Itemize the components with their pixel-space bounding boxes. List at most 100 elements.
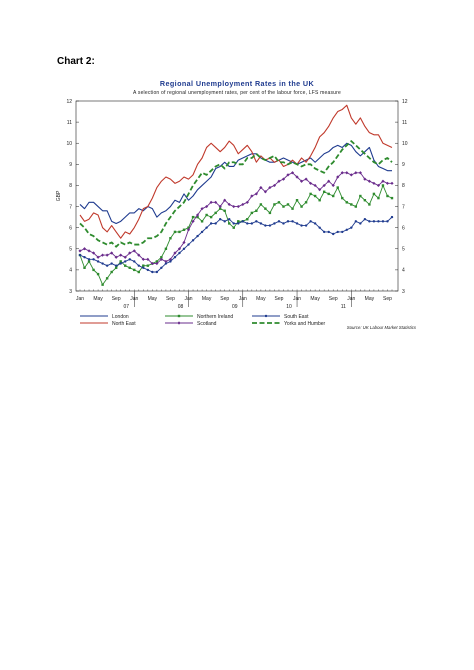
series-point — [137, 253, 141, 257]
series-point — [228, 218, 231, 221]
series-point — [327, 179, 331, 183]
series-point — [124, 264, 127, 267]
series-point — [290, 171, 295, 175]
series-point — [164, 259, 168, 264]
y-tick-label-left: 9 — [69, 162, 72, 168]
series-point — [146, 264, 150, 267]
series-point — [322, 183, 326, 188]
series-point — [345, 201, 348, 204]
series-point — [250, 194, 254, 198]
legend-label: London — [112, 314, 129, 320]
x-tick-label: Sep — [383, 296, 392, 302]
y-tick-label-left: 10 — [66, 141, 72, 147]
series-point — [228, 222, 231, 225]
series-point — [218, 207, 222, 210]
series-point — [264, 224, 267, 227]
year-label: 11 — [341, 304, 346, 310]
series-point — [195, 213, 200, 217]
series-point — [205, 204, 209, 209]
legend: London Northern Ireland South East North Ea… — [80, 314, 326, 327]
series-point — [155, 260, 159, 263]
series-point — [177, 314, 181, 318]
series-point — [169, 237, 172, 240]
series-point — [372, 220, 376, 223]
series-point — [367, 179, 371, 183]
y-tick-label-left: 11 — [67, 120, 72, 126]
series-point — [101, 253, 105, 257]
series-point — [332, 232, 335, 236]
series-point — [223, 198, 227, 202]
x-tick-label: Sep — [166, 296, 175, 302]
series-point — [196, 215, 199, 219]
series-point — [155, 270, 159, 274]
series-point — [160, 266, 163, 269]
series-point — [173, 230, 177, 234]
chart-source: Source: UK Labour Market Statistics — [347, 325, 417, 330]
series-point — [299, 179, 304, 183]
series-point — [200, 230, 204, 234]
series-point — [385, 181, 390, 185]
series-point — [363, 218, 367, 221]
series-point — [341, 230, 344, 234]
y-tick-label-right: 7 — [402, 204, 405, 210]
series-point — [232, 222, 235, 225]
legend-label: Northern Ireland — [197, 314, 233, 320]
series-point — [133, 268, 136, 272]
series-point — [241, 220, 244, 223]
series-point — [386, 220, 389, 223]
series-point — [83, 266, 86, 269]
series-point — [105, 277, 109, 280]
x-tick-label: Jan — [76, 296, 84, 302]
series-point — [177, 247, 182, 251]
series-line-north-east — [79, 104, 393, 239]
series-point — [164, 262, 168, 265]
series-point — [268, 211, 272, 215]
series-point — [354, 220, 358, 223]
series-point — [291, 207, 294, 210]
series-point — [300, 224, 303, 227]
x-tick-label: May — [148, 296, 158, 302]
y-tick-label-left: 6 — [69, 225, 72, 231]
series-point — [286, 203, 290, 206]
series-point — [232, 226, 235, 229]
y-tick-label-left: 7 — [69, 204, 72, 210]
legend-item-yorks-and-humber: Yorks and Humber — [252, 321, 326, 327]
series-point — [255, 220, 258, 223]
series-point — [209, 215, 213, 219]
series-point — [350, 203, 353, 206]
series-point — [313, 194, 317, 198]
x-tick-label: Sep — [329, 296, 338, 302]
y-tick-label-right: 8 — [402, 183, 405, 189]
series-point — [128, 266, 131, 269]
y-tick-label-right: 5 — [402, 247, 405, 253]
series-point — [359, 222, 362, 225]
series-point — [160, 256, 163, 259]
series-point — [390, 181, 394, 185]
series-point — [119, 253, 123, 257]
series-point — [309, 192, 312, 196]
series-point — [363, 199, 367, 202]
series-point — [259, 222, 263, 225]
legend-item-north-east: North East — [80, 321, 136, 327]
series-point — [178, 251, 181, 255]
y-tick-label-left: 12 — [66, 99, 72, 105]
x-tick-label: May — [365, 296, 375, 302]
series-line-northern-ireland — [79, 184, 393, 286]
legend-label: North East — [112, 321, 136, 327]
series-north-east — [79, 104, 393, 239]
series-line-yorks-and-humber — [79, 140, 393, 248]
series-point — [155, 261, 159, 266]
y-tick-label-right: 4 — [402, 268, 405, 274]
series-point — [345, 171, 349, 175]
series-point — [83, 256, 86, 259]
year-label: 10 — [286, 304, 292, 310]
legend-label: Scotland — [197, 321, 217, 327]
series-point — [110, 262, 113, 265]
series-point — [142, 266, 145, 269]
series-point — [272, 183, 277, 188]
x-tick-label: May — [202, 296, 212, 302]
series-point — [182, 228, 186, 231]
legend-label: Yorks and Humber — [284, 321, 326, 327]
series-point — [92, 258, 95, 261]
